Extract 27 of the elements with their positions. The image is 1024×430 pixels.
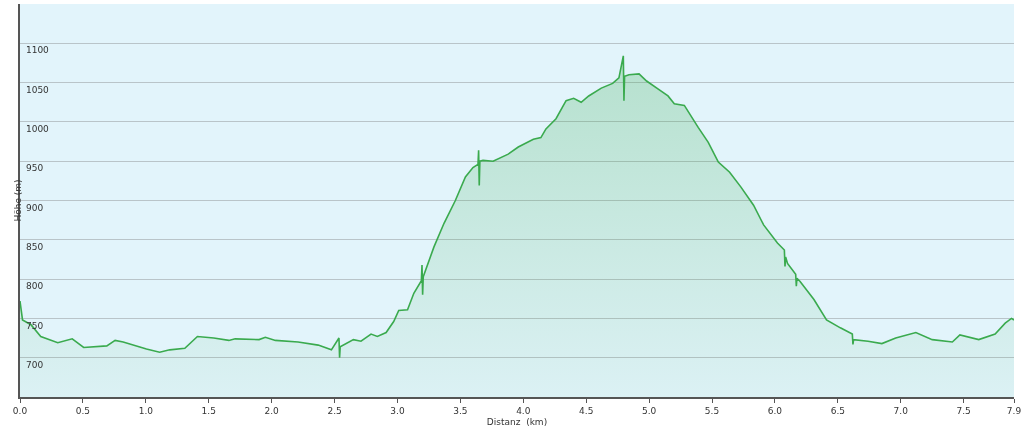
y-tick-label: 800 bbox=[25, 281, 44, 292]
x-tick-label: 2.0 bbox=[264, 405, 280, 416]
y-tick-label: 1000 bbox=[25, 124, 50, 135]
x-tick-label: 5.0 bbox=[641, 405, 657, 416]
x-tick-label: 0.0 bbox=[12, 405, 28, 416]
x-tick-label: 7.9 bbox=[1006, 405, 1022, 416]
y-tick-label: 1050 bbox=[25, 84, 50, 95]
x-tick-label: 2.5 bbox=[327, 405, 342, 416]
y-tick-label: 1100 bbox=[25, 45, 50, 56]
y-axis-title: Höhe (m) bbox=[12, 179, 23, 222]
x-tick-label: 1.0 bbox=[138, 405, 154, 416]
x-tick-label: 6.5 bbox=[830, 405, 846, 416]
x-tick-label: 6.0 bbox=[767, 405, 783, 416]
y-tick-label: 700 bbox=[25, 359, 44, 370]
x-tick-label: 4.5 bbox=[579, 405, 594, 416]
x-tick-label: 7.5 bbox=[956, 405, 971, 416]
x-axis-title: Distanz (km) bbox=[486, 416, 548, 427]
x-tick-label: 3.5 bbox=[453, 405, 468, 416]
y-tick-label: 850 bbox=[25, 241, 44, 252]
y-tick-label: 900 bbox=[25, 202, 44, 213]
y-tick-label: 950 bbox=[25, 163, 44, 174]
x-tick-label: 0.5 bbox=[75, 405, 91, 416]
x-tick-label: 7.0 bbox=[893, 405, 909, 416]
x-tick-label: 4.0 bbox=[516, 405, 531, 416]
x-tick-label: 5.5 bbox=[704, 405, 720, 416]
x-tick-label: 1.5 bbox=[201, 405, 216, 416]
x-tick-label: 3.0 bbox=[390, 405, 405, 416]
